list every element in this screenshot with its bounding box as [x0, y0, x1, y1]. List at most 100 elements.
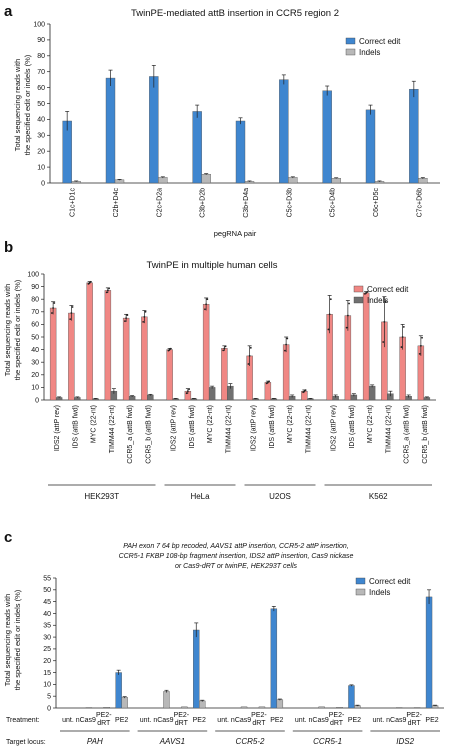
- a-bar: [288, 177, 298, 184]
- b-replicate-dot: [224, 345, 227, 348]
- b-replicate-dot: [382, 341, 385, 343]
- b-x-tick-label: CCR5_a (attB fwd): [404, 405, 411, 464]
- b-replicate-dot: [106, 289, 109, 292]
- b-replicate-dot: [69, 318, 72, 321]
- c-y-tick-label: 0: [47, 705, 51, 712]
- panel-c-target-label: Target locus:: [6, 739, 46, 746]
- c-bar: [276, 699, 284, 709]
- a-x-tick-label: C2b+D4c: [113, 188, 120, 218]
- c-group-label: CCR5-1: [313, 737, 342, 746]
- b-replicate-dot: [87, 282, 90, 285]
- b-x-tick-label: MYC (22-nt): [367, 405, 374, 443]
- b-y-tick-label: 70: [31, 309, 39, 316]
- c-bar: [240, 706, 248, 709]
- b-y-tick-label: 10: [31, 385, 39, 392]
- b-replicate-dot: [108, 287, 110, 290]
- c-bar: [199, 700, 206, 709]
- b-replicate-dot: [205, 303, 208, 306]
- a-y-tick-label: 100: [33, 21, 45, 28]
- b-legend-label: Correct edit: [367, 285, 409, 294]
- c-group-label: AAVS1: [159, 737, 185, 746]
- b-x-tick-label: IDS2 (attP rev): [251, 405, 258, 451]
- a-y-tick-label: 40: [37, 117, 45, 124]
- c-y-tick-label: 15: [43, 670, 51, 677]
- b-legend-label: Indels: [367, 296, 388, 305]
- b-replicate-dot: [249, 346, 252, 349]
- b-replicate-dot: [143, 315, 146, 318]
- a-bar: [192, 111, 202, 184]
- a-bar: [279, 79, 289, 184]
- panel-b-ylabel-2: the specified edit or indels (%): [13, 279, 22, 380]
- a-x-tick-label: C6c+D5c: [373, 188, 380, 217]
- a-bar: [158, 177, 168, 184]
- b-x-tick-label: IDS (attB fwd): [189, 405, 196, 449]
- b-x-tick-label: IDS (attB fwd): [72, 405, 79, 449]
- c-x-tick-label: PE2: [425, 717, 438, 724]
- a-y-tick-label: 50: [37, 101, 45, 108]
- b-replicate-dot: [266, 381, 269, 384]
- b-x-tick-label: IDS2 (attP rev): [331, 405, 338, 451]
- b-replicate-dot: [383, 320, 386, 323]
- b-bar: [86, 282, 93, 401]
- a-bar: [322, 90, 332, 184]
- c-group-label: CCR5-2: [236, 737, 265, 746]
- c-x-tick-label: dRT: [175, 720, 189, 727]
- b-bar: [301, 390, 308, 401]
- b-replicate-dot: [302, 391, 305, 394]
- b-replicate-dot: [188, 388, 190, 391]
- b-x-tick-label: IDS2 (attP rev): [54, 405, 61, 451]
- b-bar: [68, 312, 75, 401]
- b-y-tick-label: 40: [31, 347, 39, 354]
- c-y-tick-label: 25: [43, 646, 51, 653]
- c-group-label: IDS2: [396, 737, 414, 746]
- b-replicate-dot: [419, 344, 422, 347]
- b-bar: [221, 348, 228, 401]
- b-replicate-dot: [88, 281, 91, 284]
- c-x-tick-label: nCas9: [153, 717, 173, 724]
- b-bar: [202, 304, 210, 401]
- b-replicate-dot: [167, 349, 170, 352]
- c-x-tick-label: PE2-: [251, 712, 267, 719]
- b-replicate-dot: [169, 347, 172, 350]
- b-x-tick-label: CCR5_b (attB fwd): [145, 405, 152, 464]
- c-x-tick-label: unt.: [62, 717, 74, 724]
- a-bar: [201, 174, 211, 184]
- b-replicate-dot: [70, 312, 73, 314]
- panel-a-letter: a: [4, 3, 13, 20]
- b-x-tick-label: CCR5_b (attB fwd): [422, 405, 429, 464]
- b-replicate-dot: [206, 298, 209, 301]
- a-legend-swatch: [345, 48, 356, 56]
- b-x-tick-label: IDS (attB fwd): [349, 405, 356, 449]
- b-x-tick-label: IDS2 (attP rev): [171, 405, 178, 451]
- panel-c-caption-1: PAH exon 7 64 bp recoded, AAVS1 attP ins…: [123, 543, 349, 550]
- b-replicate-dot: [144, 310, 147, 313]
- c-x-tick-label: unt.: [295, 717, 307, 724]
- c-bar: [318, 706, 325, 709]
- b-bar: [362, 292, 370, 401]
- c-y-tick-label: 5: [47, 693, 51, 700]
- c-y-tick-label: 35: [43, 623, 51, 630]
- b-replicate-dot: [52, 307, 55, 309]
- b-y-tick-label: 0: [35, 397, 39, 404]
- b-bar: [141, 316, 148, 401]
- b-replicate-dot: [285, 343, 288, 346]
- panel-a-chart: 0 10 20 30 40 50 60 70 80 90 100 C1c+D1c C2b+D4c C2c+…: [33, 21, 440, 218]
- b-y-tick-label: 90: [31, 284, 39, 291]
- c-x-tick-label: PE2: [270, 717, 283, 724]
- c-x-tick-label: nCas9: [386, 717, 406, 724]
- b-group-label: HeLa: [190, 492, 210, 501]
- b-replicate-dot: [328, 313, 331, 316]
- b-replicate-dot: [366, 290, 369, 293]
- b-x-tick-label: TIMM44 (22-nt): [305, 405, 312, 453]
- b-replicate-dot: [222, 349, 225, 352]
- c-x-tick-label: PE2-: [406, 712, 422, 719]
- b-replicate-dot: [345, 326, 348, 329]
- b-legend-swatch: [353, 285, 364, 293]
- b-replicate-dot: [186, 390, 189, 393]
- b-y-tick-label: 20: [31, 372, 39, 379]
- b-group-label: HEK293T: [84, 492, 119, 501]
- c-x-tick-label: dRT: [97, 720, 111, 727]
- b-y-tick-label: 50: [31, 334, 39, 341]
- c-x-tick-label: PE2-: [96, 712, 112, 719]
